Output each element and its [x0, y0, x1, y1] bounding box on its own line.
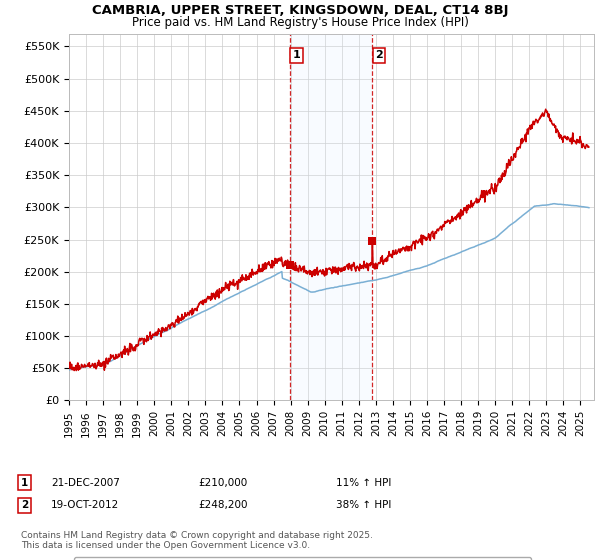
Text: £248,200: £248,200: [198, 500, 248, 510]
Text: 19-OCT-2012: 19-OCT-2012: [51, 500, 119, 510]
Legend: CAMBRIA, UPPER STREET, KINGSDOWN, DEAL, CT14 8BJ (semi-detached house), HPI: Ave: CAMBRIA, UPPER STREET, KINGSDOWN, DEAL, …: [74, 557, 530, 560]
Text: 2: 2: [375, 50, 383, 60]
Text: 1: 1: [293, 50, 301, 60]
Text: 2: 2: [21, 500, 28, 510]
Text: 21-DEC-2007: 21-DEC-2007: [51, 478, 120, 488]
Text: 11% ↑ HPI: 11% ↑ HPI: [336, 478, 391, 488]
Text: 1: 1: [21, 478, 28, 488]
Text: 38% ↑ HPI: 38% ↑ HPI: [336, 500, 391, 510]
Text: CAMBRIA, UPPER STREET, KINGSDOWN, DEAL, CT14 8BJ: CAMBRIA, UPPER STREET, KINGSDOWN, DEAL, …: [92, 4, 508, 17]
Text: Contains HM Land Registry data © Crown copyright and database right 2025.
This d: Contains HM Land Registry data © Crown c…: [21, 531, 373, 550]
Bar: [290, 34, 373, 400]
Text: Price paid vs. HM Land Registry's House Price Index (HPI): Price paid vs. HM Land Registry's House …: [131, 16, 469, 29]
Text: £210,000: £210,000: [198, 478, 247, 488]
